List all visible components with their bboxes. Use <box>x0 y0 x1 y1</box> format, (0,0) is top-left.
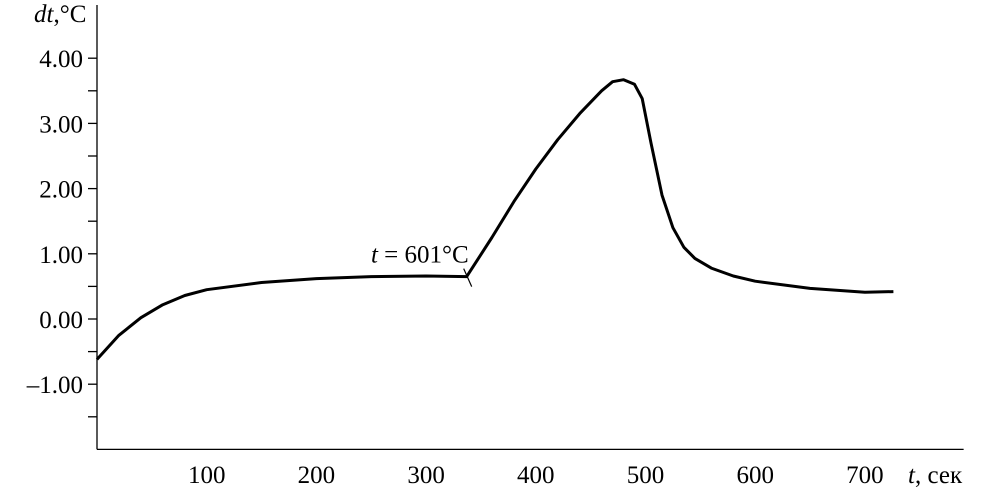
x-tick-label: 600 <box>736 462 774 489</box>
y-tick-label: 4.00 <box>39 46 83 73</box>
series-line-dt <box>95 78 894 361</box>
x-tick-label: 100 <box>188 462 226 489</box>
y-tick-label: 1.00 <box>39 242 83 269</box>
x-tick-label: 500 <box>627 462 665 489</box>
x-tick-label: 400 <box>517 462 555 489</box>
x-tick-label: 300 <box>407 462 445 489</box>
y-tick-label: 3.00 <box>39 111 83 138</box>
y-tick-label: 0.00 <box>39 307 83 334</box>
y-axis-label: dt,°C <box>34 1 86 28</box>
y-tick-label: –1.00 <box>26 372 83 399</box>
x-tick-label: 200 <box>298 462 336 489</box>
annotation-marker <box>463 268 473 287</box>
annotation-label: t = 601°C <box>371 242 469 269</box>
y-tick-label: 2.00 <box>39 177 83 204</box>
x-axis-label: t, сек <box>908 462 963 489</box>
x-tick-label: 700 <box>846 462 884 489</box>
